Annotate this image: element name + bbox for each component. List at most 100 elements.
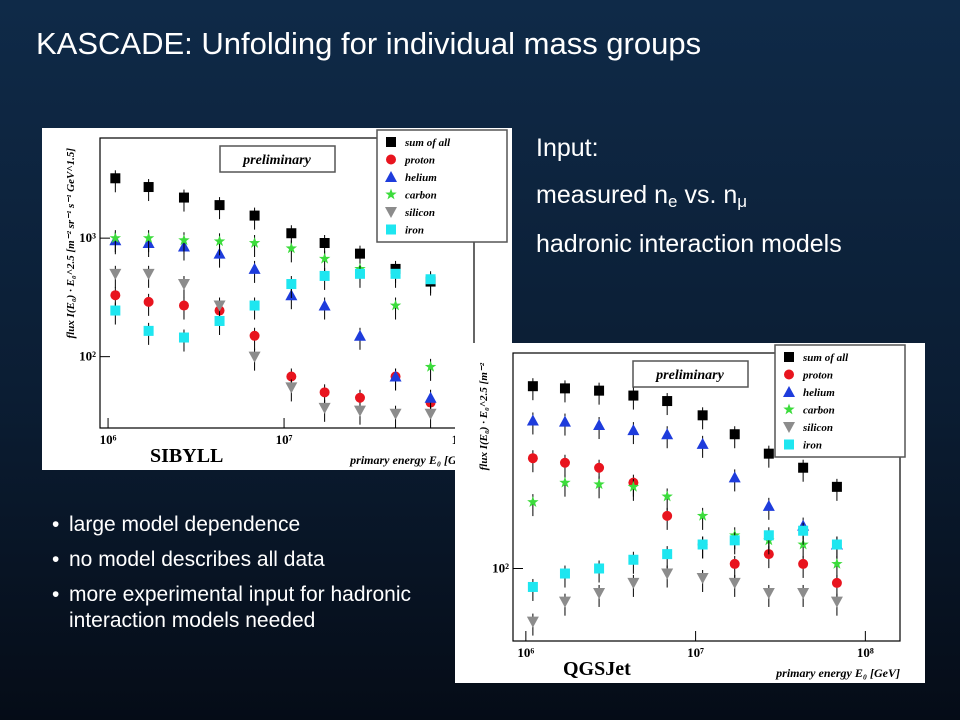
data-point [831,481,842,492]
legend-marker [385,188,397,200]
legend-marker [783,386,795,397]
data-point [214,200,225,211]
data-point [627,577,640,589]
data-point [318,402,331,414]
x-tick-label: 10⁷ [687,645,704,660]
data-point [526,616,539,628]
legend-label: sum of all [802,352,849,364]
data-point [143,325,154,336]
data-point [248,351,261,363]
data-point [110,305,121,316]
data-point [424,360,437,372]
x-tick-label: 10⁷ [276,432,293,447]
data-point [319,387,330,398]
legend-box [376,129,508,243]
data-point [526,414,539,426]
y-tick-label: 10² [492,560,509,575]
data-point [762,499,775,511]
legend-marker [784,352,794,362]
data-point [661,568,674,580]
legend-marker [386,137,396,147]
data-point [214,315,225,326]
data-point [830,596,843,608]
legend-marker [386,224,396,235]
data-point [178,192,189,203]
data-point [318,252,331,264]
data-point [354,248,365,259]
data-point [425,274,436,285]
subscript: e [668,192,678,211]
slide-title: KASCADE: Unfolding for individual mass g… [36,26,702,61]
input-block: Input: measured ne vs. nμ hadronic inter… [536,136,842,279]
data-point [696,572,709,584]
data-point [213,300,226,312]
x-tick-label: 10⁶ [517,645,534,660]
model-label: QGSJet [563,658,631,680]
legend-label: silicon [802,422,833,434]
input-line: measured ne vs. nμ [536,181,842,211]
data-point [110,173,121,184]
data-point [354,392,365,403]
data-point [353,405,366,417]
data-point [249,300,260,311]
input-line: hadronic interaction models [536,230,842,258]
data-point [249,210,260,221]
subscript: μ [737,192,748,211]
data-point [696,509,709,521]
data-point [143,182,154,193]
x-axis-label: primary energy E₀ [GeV] [349,453,474,467]
data-point [697,539,708,550]
x-tick-label: 10⁶ [100,432,117,447]
text: vs. n [677,181,738,209]
data-point [729,558,740,569]
data-point [594,462,605,473]
data-point [109,232,122,244]
data-point [558,596,571,608]
data-point [798,525,809,536]
data-point [353,329,366,341]
legend-label: proton [802,370,833,382]
data-point [559,457,570,468]
data-point [798,558,809,569]
data-point [729,535,740,546]
data-point [248,262,261,274]
data-point [424,391,437,403]
data-point [559,568,570,579]
data-point [628,554,639,565]
legend-marker [386,154,396,165]
data-point [593,478,605,490]
legend-label: proton [404,155,435,167]
data-point [527,381,538,392]
data-point [142,232,155,244]
data-point [593,587,606,599]
legend-label: iron [405,225,424,237]
data-point [662,396,673,407]
x-axis-label: primary energy E₀ [GeV] [775,666,900,680]
legend-label: sum of all [404,137,451,149]
data-point [318,299,331,311]
data-point [319,238,330,249]
data-point [390,268,401,279]
data-point [178,332,189,343]
data-point [527,581,538,592]
data-point [110,290,121,301]
legend-label: helium [803,387,835,399]
data-point [178,300,189,311]
data-point [662,549,673,560]
data-point [286,371,297,382]
y-tick-label: 10² [79,349,96,364]
y-axis-label: flux I(E₀) · E₀^2.5 [m⁻² [478,362,490,470]
legend-marker [385,171,397,182]
data-point [285,382,298,394]
bullet: more experimental input for hadronic int… [52,582,412,632]
text: measured n [536,181,669,209]
legend-label: silicon [404,207,435,219]
data-point [729,429,740,440]
legend-marker [385,207,397,218]
data-point [627,480,640,492]
data-point [109,268,122,280]
data-point [662,510,673,521]
chart-title: preliminary [655,368,724,383]
data-point [143,296,154,307]
